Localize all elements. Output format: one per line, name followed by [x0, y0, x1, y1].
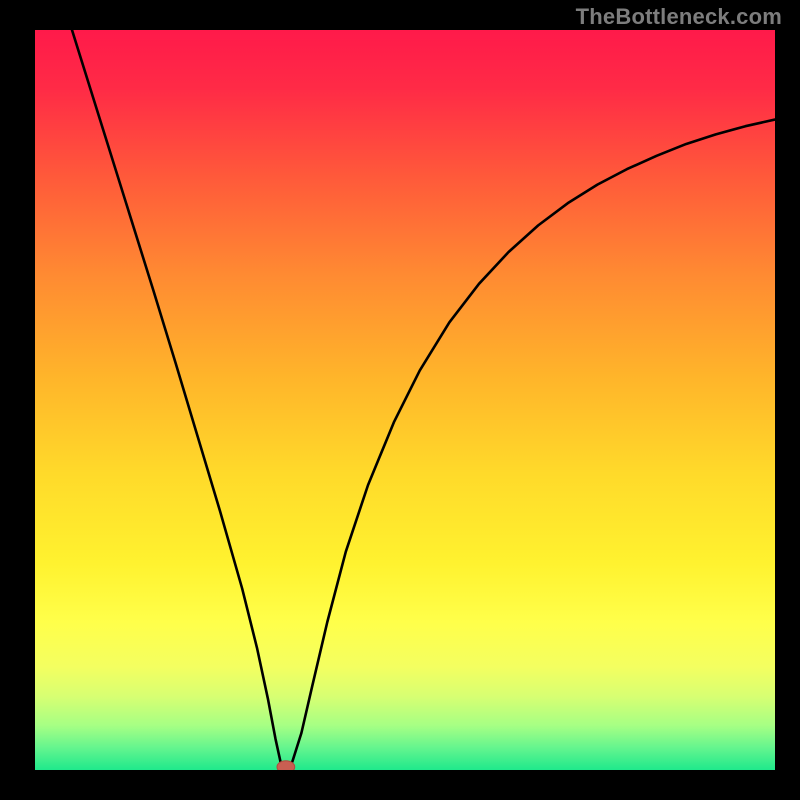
- watermark-label: TheBottleneck.com: [576, 4, 782, 30]
- chart-frame: TheBottleneck.com: [0, 0, 800, 800]
- chart-svg: [35, 30, 775, 770]
- plot-area: [35, 30, 775, 770]
- minimum-marker: [277, 761, 295, 770]
